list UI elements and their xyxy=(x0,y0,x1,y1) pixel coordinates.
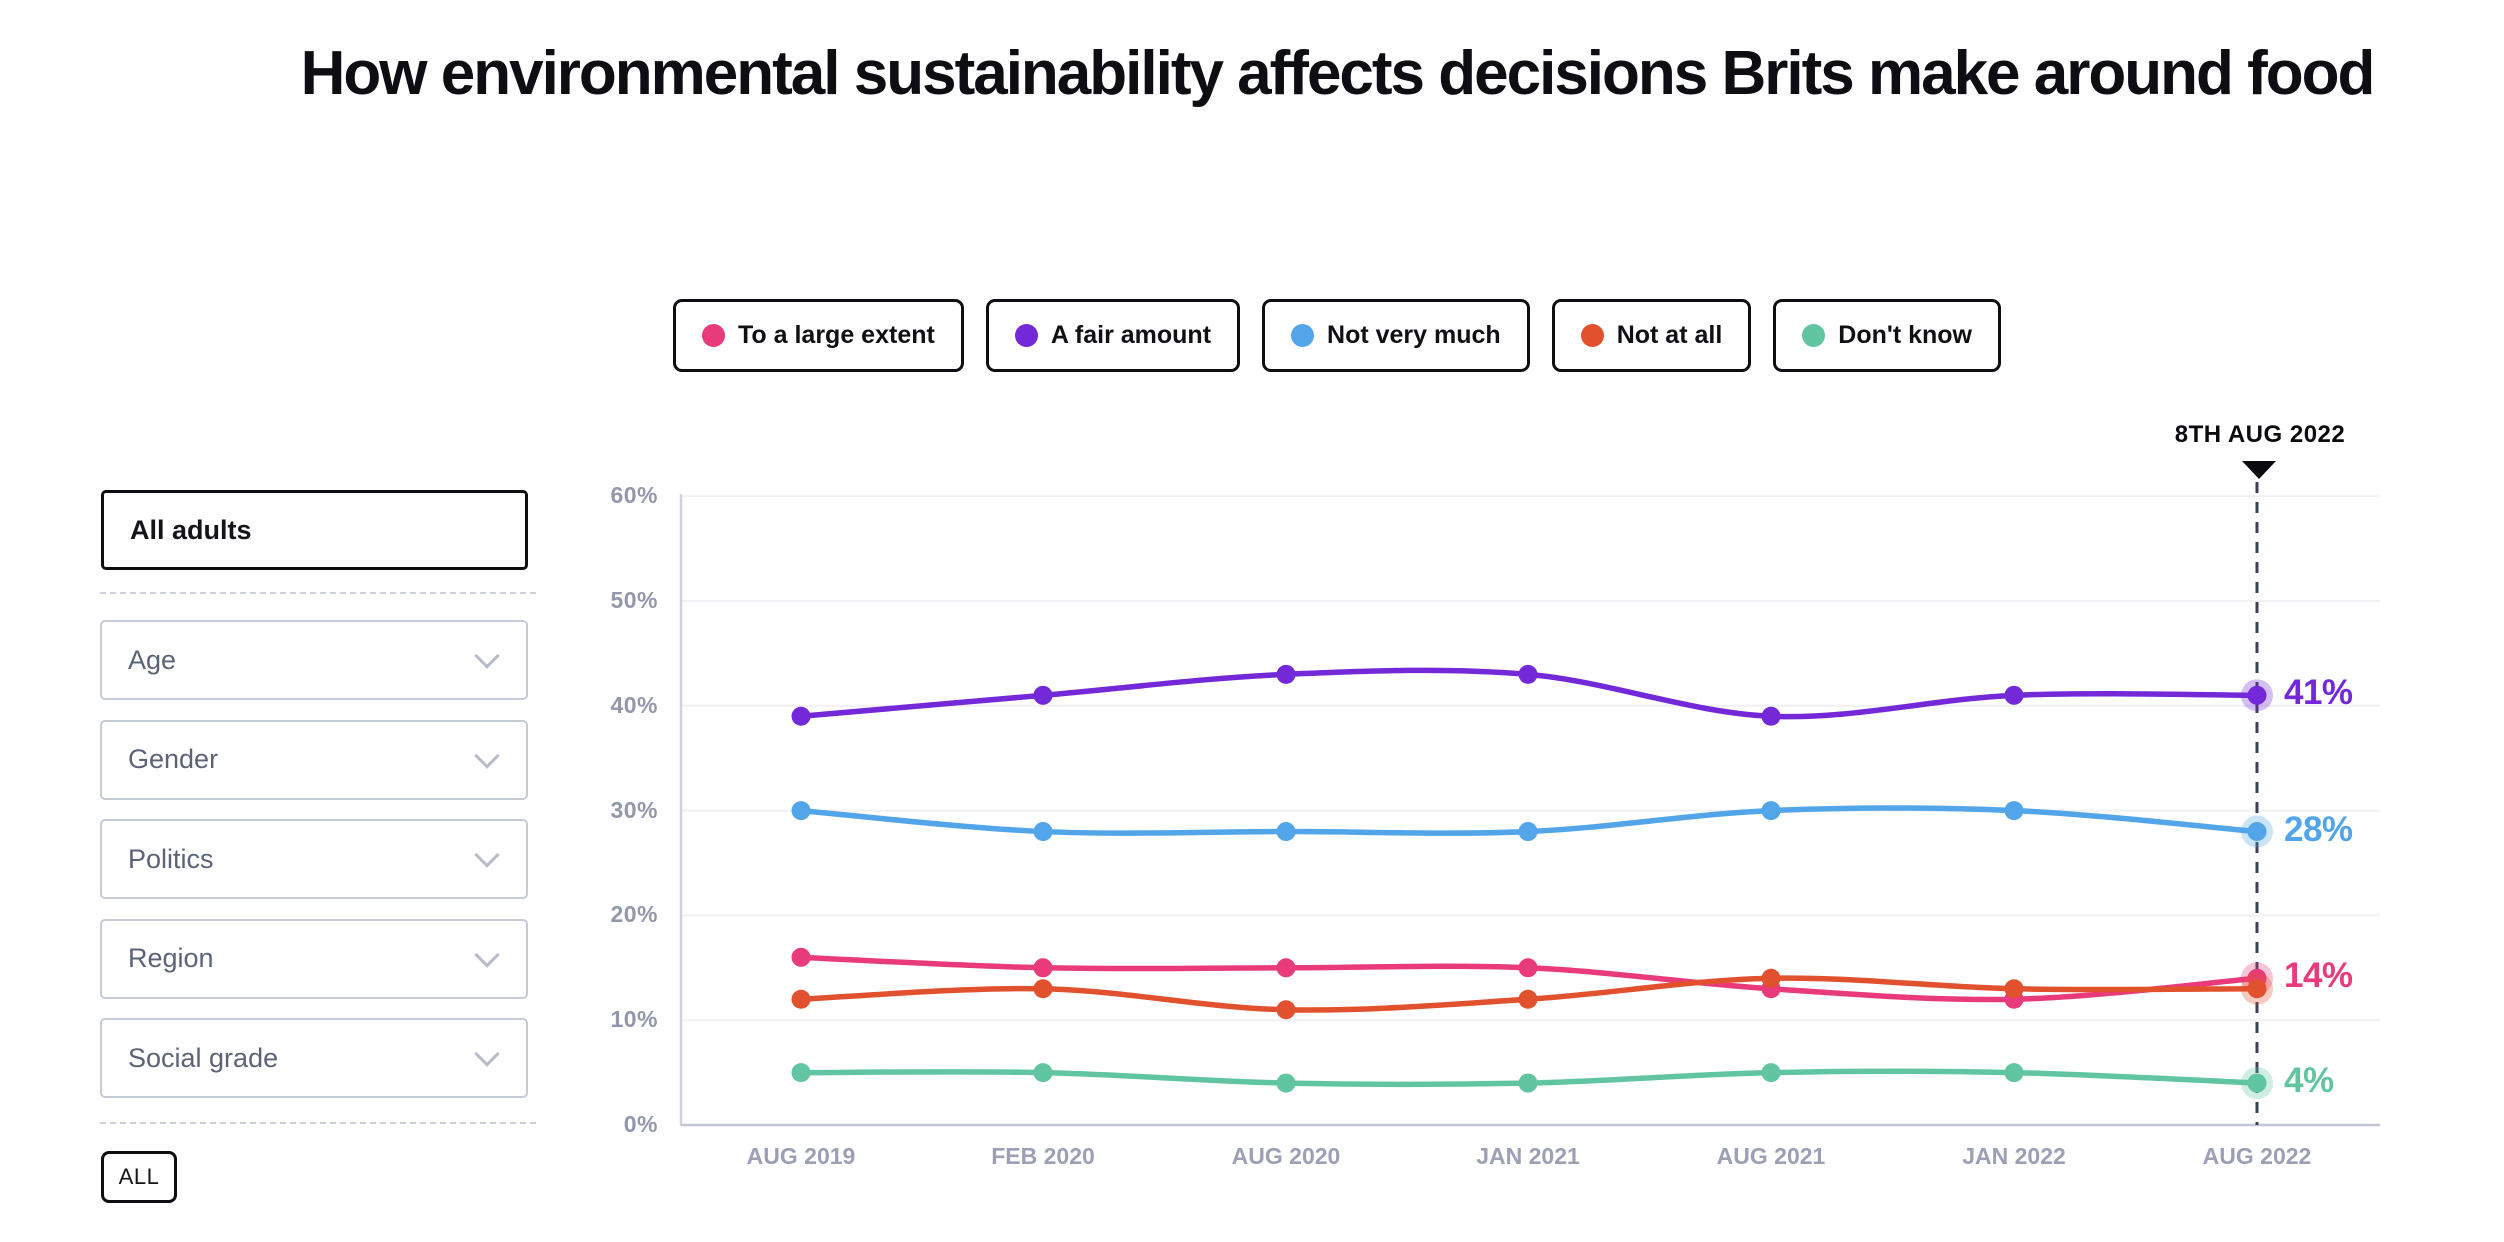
filter-label: Politics xyxy=(128,843,214,874)
x-tick-label: AUG 2020 xyxy=(1231,1143,1341,1169)
to-a-large-extent-dot-icon xyxy=(702,324,725,347)
y-tick-label: 20% xyxy=(610,901,658,928)
not-at-all-dot-icon xyxy=(1580,324,1604,347)
legend-label: To a large extent xyxy=(738,321,935,349)
x-tick-label: FEB 2020 xyxy=(991,1143,1095,1169)
end-label-don-t-know: 4% xyxy=(2284,1061,2334,1101)
legend-item-to-a-large-extent[interactable]: To a large extent xyxy=(673,299,964,372)
y-tick-label: 10% xyxy=(610,1006,658,1033)
x-tick-label: JAN 2022 xyxy=(1962,1143,2066,1169)
end-label-not-very-much: 28% xyxy=(2284,809,2353,849)
chevron-down-icon xyxy=(474,842,500,868)
filter-dropdown-age[interactable]: Age xyxy=(100,620,528,700)
legend-item-don-t-know[interactable]: Don't know xyxy=(1773,299,2001,372)
filter-dropdown-politics[interactable]: Politics xyxy=(100,819,528,899)
y-tick-label: 0% xyxy=(623,1111,658,1137)
chevron-down-icon xyxy=(474,643,500,669)
legend-label: A fair amount xyxy=(1050,321,1212,349)
chevron-down-icon xyxy=(474,1041,500,1067)
filter-dropdown-region[interactable]: Region xyxy=(100,918,528,999)
legend: To a large extent A fair amount Not very m… xyxy=(673,299,2001,372)
sidebar-divider-top xyxy=(100,592,536,594)
legend-item-not-at-all[interactable]: Not at all xyxy=(1551,299,1752,372)
x-tick-label: AUG 2019 xyxy=(746,1143,856,1169)
y-tick-label: 60% xyxy=(610,482,658,509)
annotation-arrow-icon xyxy=(2242,461,2276,479)
selected-audience-label: All adults xyxy=(130,514,252,545)
legend-label: Not at all xyxy=(1616,321,1723,349)
chevron-down-icon xyxy=(474,742,500,769)
filter-label: Gender xyxy=(128,744,219,774)
not-very-much-dot-icon xyxy=(1291,324,1315,347)
y-tick-label: 30% xyxy=(610,796,658,823)
don-t-know-dot-icon xyxy=(1802,324,1826,347)
end-label-to-a-large-extent: 14% xyxy=(2284,956,2353,996)
filter-label: Age xyxy=(128,644,177,675)
date-annotation-label: 8TH AUG 2022 xyxy=(2174,421,2346,448)
a-fair-amount-dot-icon xyxy=(1014,324,1038,347)
legend-item-a-fair-amount[interactable]: A fair amount xyxy=(985,299,1241,372)
x-tick-label: JAN 2021 xyxy=(1476,1143,1580,1169)
legend-label: Don't know xyxy=(1838,321,1972,349)
legend-label: Not very much xyxy=(1327,321,1501,349)
sidebar-divider-bottom xyxy=(100,1122,536,1124)
page-title: How environmental sustainability affects… xyxy=(300,39,2376,108)
all-button[interactable]: ALL xyxy=(101,1151,177,1203)
end-label-a-fair-amount: 41% xyxy=(2284,673,2353,713)
filter-dropdown-social-grade[interactable]: Social grade xyxy=(100,1018,528,1098)
y-tick-label: 50% xyxy=(610,587,658,613)
filter-label: Region xyxy=(128,943,214,973)
selected-audience-box[interactable]: All adults xyxy=(101,490,528,570)
filter-dropdown-gender[interactable]: Gender xyxy=(100,719,528,800)
x-tick-label: AUG 2021 xyxy=(1716,1143,1826,1169)
filter-label: Social grade xyxy=(128,1042,279,1073)
x-tick-label: AUG 2022 xyxy=(2202,1143,2312,1169)
y-tick-label: 40% xyxy=(610,691,658,718)
legend-item-not-very-much[interactable]: Not very much xyxy=(1262,299,1530,372)
chevron-down-icon xyxy=(474,941,500,968)
